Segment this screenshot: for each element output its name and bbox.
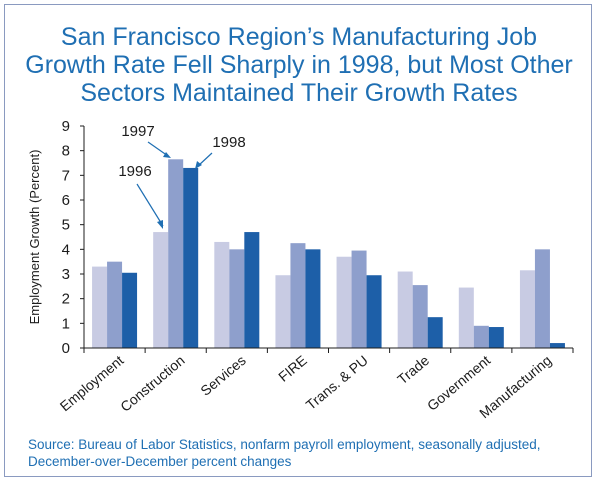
annotation-1997-arrow bbox=[147, 141, 169, 157]
bar-fire-1996 bbox=[275, 275, 291, 348]
y-tick-label-5: 5 bbox=[62, 217, 70, 234]
x-label-services: Services bbox=[197, 352, 248, 399]
y-tick-label-3: 3 bbox=[62, 266, 70, 283]
bar-manufacturing-1996 bbox=[519, 270, 535, 348]
bar-fire-1997 bbox=[290, 243, 306, 348]
annotation-1996: 1996 bbox=[118, 163, 151, 180]
chart-title-line-2: Growth Rate Fell Sharply in 1998, but Mo… bbox=[25, 51, 572, 79]
chart-frame bbox=[4, 4, 592, 477]
bar-manufacturing-1998 bbox=[549, 343, 565, 348]
x-label-employment: Employment bbox=[57, 352, 127, 414]
bar-government-1998 bbox=[488, 327, 504, 348]
annotation-1996-arrow bbox=[136, 183, 164, 227]
bar-construction-1997 bbox=[168, 159, 184, 348]
bar-trans-pu-1996 bbox=[336, 256, 352, 348]
year-annotations: 1996 1997 1998 bbox=[118, 123, 246, 229]
y-tick-labels: 0 1 2 3 4 5 6 7 8 9 bbox=[62, 118, 70, 357]
bar-manufacturing-1997 bbox=[534, 249, 550, 348]
x-label-fire: FIRE bbox=[275, 352, 310, 385]
axes-layer bbox=[80, 125, 574, 353]
y-axis-label: Employment Growth (Percent) bbox=[27, 150, 42, 325]
bar-construction-1998 bbox=[183, 167, 199, 348]
bar-employment-1997 bbox=[107, 261, 123, 348]
bar-trade-1997 bbox=[412, 285, 428, 348]
bar-construction-1996 bbox=[153, 232, 169, 348]
bars-layer bbox=[92, 159, 565, 348]
chart-title-line-3: Sectors Maintained Their Growth Rates bbox=[80, 79, 517, 107]
y-tick-label-6: 6 bbox=[62, 192, 70, 209]
chart-title: San Francisco Region’s Manufacturing Job… bbox=[25, 23, 572, 107]
annotation-1997: 1997 bbox=[121, 123, 154, 140]
bar-government-1996 bbox=[458, 287, 474, 348]
annotation-1996-arrowhead bbox=[157, 220, 163, 229]
bar-employment-1998 bbox=[122, 272, 138, 348]
y-tick-label-4: 4 bbox=[62, 241, 70, 258]
annotation-1998-arrowhead bbox=[195, 161, 202, 169]
y-tick-label-1: 1 bbox=[62, 315, 70, 332]
bar-trade-1998 bbox=[427, 317, 443, 348]
bar-services-1997 bbox=[229, 249, 245, 348]
bar-government-1997 bbox=[473, 325, 489, 348]
bar-services-1996 bbox=[214, 241, 230, 348]
y-tick-label-9: 9 bbox=[62, 118, 70, 135]
bar-trade-1996 bbox=[397, 271, 413, 348]
x-label-construction: Construction bbox=[117, 352, 187, 415]
source-note: Source: Bureau of Labor Statistics, nonf… bbox=[28, 437, 541, 469]
x-label-trade: Trade bbox=[394, 352, 432, 388]
chart-title-line-1: San Francisco Region’s Manufacturing Job bbox=[61, 23, 537, 51]
bar-trans-pu-1997 bbox=[351, 250, 367, 348]
bar-fire-1998 bbox=[305, 249, 321, 348]
y-tick-label-7: 7 bbox=[62, 167, 70, 184]
annotation-1998: 1998 bbox=[212, 134, 245, 151]
y-tick-label-8: 8 bbox=[62, 143, 70, 160]
x-label-trans-pu: Trans. & PU bbox=[303, 352, 371, 413]
y-tick-label-0: 0 bbox=[62, 340, 70, 357]
y-tick-label-2: 2 bbox=[62, 291, 70, 308]
annotation-1997-arrowhead bbox=[163, 152, 171, 158]
bar-employment-1996 bbox=[92, 266, 108, 348]
bar-trans-pu-1998 bbox=[366, 275, 382, 348]
bar-services-1998 bbox=[244, 232, 260, 348]
